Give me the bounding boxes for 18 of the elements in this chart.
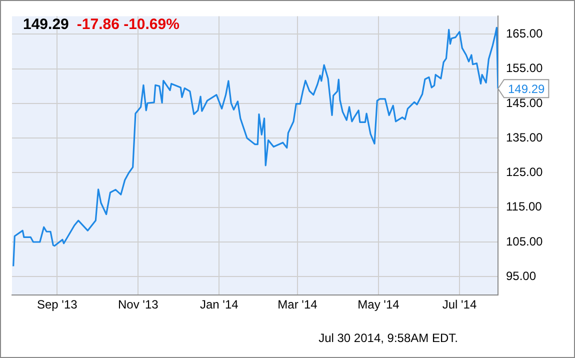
annotation: 149.29 (508, 82, 546, 96)
text: Jul 30 2014, 9:58AM EDT. (318, 331, 458, 345)
y-tick-label: 115.00 (506, 200, 542, 214)
x-tick-label: Mar '14 (278, 298, 318, 312)
y-tick-label: 135.00 (506, 130, 544, 144)
chart-subtitle: -17.86 -10.69% (76, 16, 180, 33)
y-tick-label: 145.00 (506, 96, 544, 110)
x-tick-label: Jul '14 (442, 298, 477, 312)
y-tick-label: 155.00 (506, 61, 544, 76)
x-tick-label: Jan '14 (200, 298, 239, 312)
y-tick-label: 165.00 (506, 26, 544, 41)
x-tick-label: Nov '13 (118, 298, 159, 312)
y-tick-label: 125.00 (506, 165, 544, 180)
chart-title: 149.29 (23, 16, 69, 33)
y-tick-label: 105.00 (506, 234, 544, 248)
x-tick-label: Sep '13 (36, 298, 78, 312)
x-tick-label: May '14 (358, 298, 400, 312)
y-tick-label: 95.00 (506, 268, 536, 283)
